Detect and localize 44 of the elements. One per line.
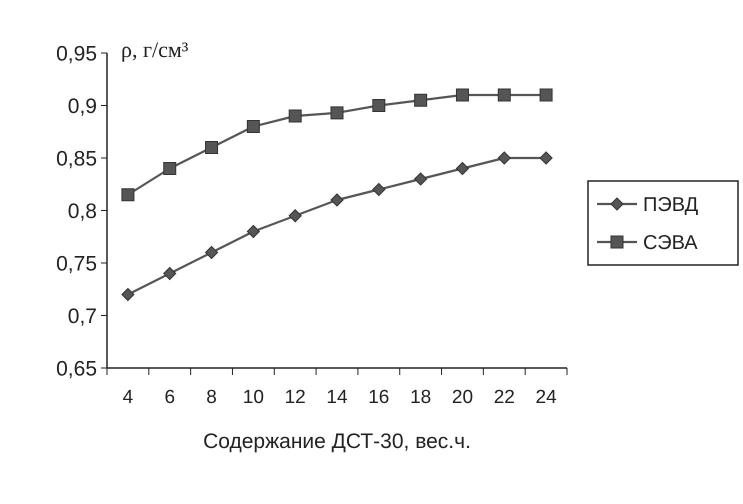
- x-tick-label: 20: [452, 387, 474, 408]
- y-tick-label: 0,95: [56, 42, 97, 66]
- point: [288, 110, 302, 122]
- point: [498, 88, 511, 102]
- x-tick-label: 18: [410, 387, 432, 408]
- y-tick-label: 0,7: [68, 304, 97, 328]
- x-tick-label: 14: [326, 387, 348, 408]
- y-tick-label: 0,8: [68, 200, 97, 223]
- point: [372, 99, 386, 112]
- point: [163, 267, 176, 280]
- y-tick-label: 0,75: [56, 252, 97, 276]
- x-tick-label: 12: [284, 387, 306, 408]
- x-tick-label: 6: [164, 387, 176, 408]
- legend-label: СЭВА: [643, 232, 698, 254]
- y-axis-title: ρ, г/см³: [121, 37, 189, 62]
- point: [246, 120, 260, 133]
- point: [540, 88, 553, 102]
- x-axis-title: Содержание ДСТ-30, вес.ч.: [203, 430, 471, 453]
- point: [456, 162, 469, 175]
- x-tick-label: 8: [206, 387, 217, 408]
- point: [498, 152, 511, 164]
- x-tick-label: 4: [122, 387, 134, 408]
- point: [246, 225, 260, 238]
- y-tick-label: 0,9: [68, 94, 97, 118]
- point: [330, 194, 344, 206]
- point: [163, 162, 176, 175]
- legend-label: ПЭВД: [643, 194, 699, 216]
- point: [330, 106, 344, 120]
- x-tick-label: 24: [536, 387, 558, 408]
- point: [205, 246, 218, 259]
- x-tick-label: 10: [242, 387, 264, 408]
- x-tick-label: 22: [494, 387, 515, 408]
- point: [540, 152, 553, 164]
- point: [121, 188, 134, 202]
- point: [205, 141, 218, 154]
- point: [414, 172, 428, 186]
- point: [121, 288, 134, 301]
- point: [288, 209, 302, 222]
- point: [456, 88, 469, 102]
- x-tick-label: 16: [368, 387, 390, 408]
- point: [372, 183, 386, 196]
- y-tick-label: 0,65: [56, 357, 97, 380]
- point: [414, 94, 428, 107]
- y-tick-label: 0,85: [56, 147, 97, 170]
